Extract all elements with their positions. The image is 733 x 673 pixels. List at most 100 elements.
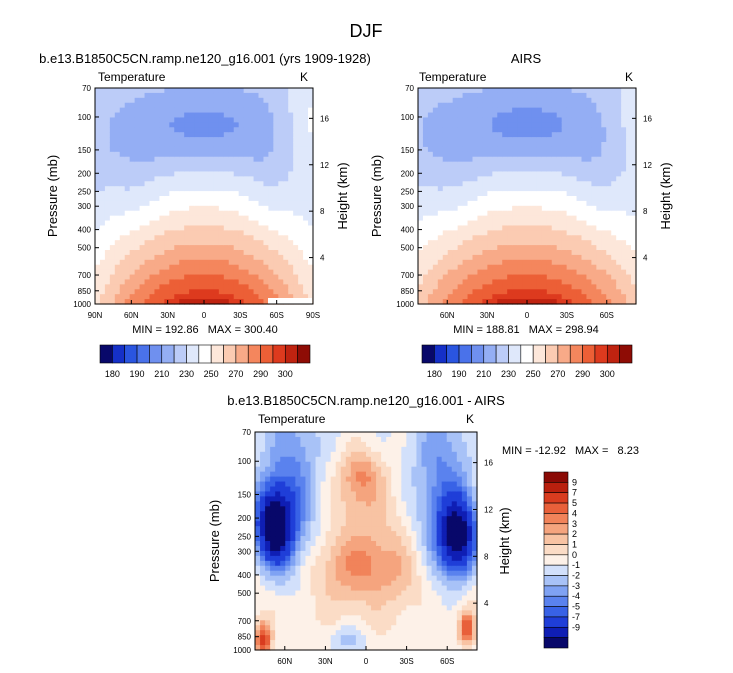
contour-cell bbox=[536, 274, 543, 281]
contour-cell bbox=[531, 156, 538, 163]
contour-cell bbox=[482, 112, 488, 119]
contour-cell bbox=[194, 215, 200, 222]
contour-cell bbox=[631, 294, 637, 300]
contour-cell bbox=[611, 161, 617, 168]
contour-cell bbox=[273, 220, 279, 227]
contour-cell bbox=[308, 259, 314, 266]
contour-cell bbox=[561, 137, 568, 143]
contour-cell bbox=[512, 107, 518, 114]
contour-cell bbox=[238, 299, 245, 305]
contour-cell bbox=[546, 220, 553, 227]
contour-cell bbox=[330, 645, 337, 651]
contour-cell bbox=[581, 225, 588, 231]
contour-cell bbox=[218, 269, 225, 276]
contour-cell bbox=[295, 595, 302, 602]
contour-cell bbox=[218, 259, 225, 266]
contour-cell bbox=[447, 230, 454, 236]
colorbar-swatch bbox=[446, 344, 460, 364]
contour-cell bbox=[154, 156, 160, 163]
contour-cell bbox=[99, 269, 106, 276]
contour-cell bbox=[238, 117, 245, 123]
contour-cell bbox=[99, 230, 106, 236]
contour-cell bbox=[447, 156, 454, 163]
contour-cell bbox=[462, 102, 469, 109]
contour-cell bbox=[303, 254, 309, 261]
contour-cell bbox=[596, 215, 602, 222]
contour-cell bbox=[345, 466, 352, 473]
contour-cell bbox=[502, 146, 508, 153]
contour-cell bbox=[99, 196, 106, 202]
contour-cell bbox=[218, 176, 225, 182]
contour-cell bbox=[522, 186, 528, 192]
contour-cell bbox=[305, 531, 312, 537]
contour-cell bbox=[268, 264, 274, 271]
contour-cell bbox=[99, 259, 106, 266]
contour-cell bbox=[134, 181, 141, 187]
contour-cell bbox=[265, 590, 271, 597]
contour-cell bbox=[586, 264, 592, 271]
contour-cell bbox=[189, 171, 195, 177]
contour-cell bbox=[345, 536, 352, 542]
contour-cell bbox=[335, 550, 342, 557]
contour-cell bbox=[144, 294, 151, 300]
contour-cell bbox=[452, 220, 459, 227]
contour-cell bbox=[208, 235, 215, 241]
contour-cell bbox=[596, 245, 602, 251]
contour-cell bbox=[418, 274, 424, 281]
contour-cell bbox=[119, 254, 126, 261]
contour-cell bbox=[144, 176, 151, 182]
contour-cell bbox=[345, 645, 352, 651]
contour-cell bbox=[556, 171, 563, 177]
contour-cell bbox=[263, 289, 269, 295]
colorbar-swatch bbox=[483, 344, 497, 364]
contour-cell bbox=[457, 210, 464, 217]
contour-cell bbox=[119, 132, 126, 138]
contour-cell bbox=[472, 200, 479, 207]
contour-cell bbox=[164, 127, 170, 133]
contour-cell bbox=[531, 176, 538, 182]
contour-cell bbox=[290, 560, 296, 567]
contour-cell bbox=[355, 645, 362, 651]
contour-cell bbox=[551, 264, 558, 271]
colorbar-swatch bbox=[606, 344, 620, 364]
contour-cell bbox=[199, 191, 205, 197]
contour-cell bbox=[285, 625, 291, 631]
contour-cell bbox=[174, 117, 180, 123]
height-tick-label: 16 bbox=[320, 114, 329, 123]
contour-cell bbox=[253, 181, 260, 187]
contour-cell bbox=[502, 127, 508, 133]
contour-cell bbox=[99, 284, 106, 290]
contour-cell bbox=[288, 161, 294, 168]
contour-cell bbox=[295, 555, 302, 562]
contour-cell bbox=[270, 501, 276, 507]
contour-cell bbox=[194, 284, 200, 290]
contour-cell bbox=[581, 156, 588, 163]
colorbar-swatch bbox=[161, 344, 175, 364]
contour-cell bbox=[169, 107, 175, 114]
contour-cell bbox=[340, 541, 347, 547]
contour-cell bbox=[179, 274, 185, 281]
contour-cell bbox=[512, 284, 518, 290]
contour-cell bbox=[457, 191, 464, 197]
contour-cell bbox=[293, 235, 299, 241]
contour-cell bbox=[606, 191, 612, 197]
contour-cell bbox=[129, 225, 136, 231]
contour-cell bbox=[139, 102, 146, 109]
contour-cell bbox=[290, 476, 296, 483]
contour-cell bbox=[561, 289, 568, 295]
contour-cell bbox=[631, 269, 637, 276]
contour-cell bbox=[303, 200, 309, 207]
contour-cell bbox=[263, 269, 269, 276]
contour-cell bbox=[427, 107, 434, 114]
contour-cell bbox=[487, 200, 493, 207]
contour-cell bbox=[243, 230, 250, 236]
contour-cell bbox=[303, 294, 309, 300]
contour-cell bbox=[330, 610, 337, 616]
contour-cell bbox=[213, 186, 220, 192]
contour-cell bbox=[104, 284, 111, 290]
contour-cell bbox=[263, 132, 269, 138]
contour-cell bbox=[606, 210, 612, 217]
contour-cell bbox=[268, 210, 274, 217]
contour-cell bbox=[566, 122, 573, 128]
contour-cell bbox=[487, 107, 493, 114]
